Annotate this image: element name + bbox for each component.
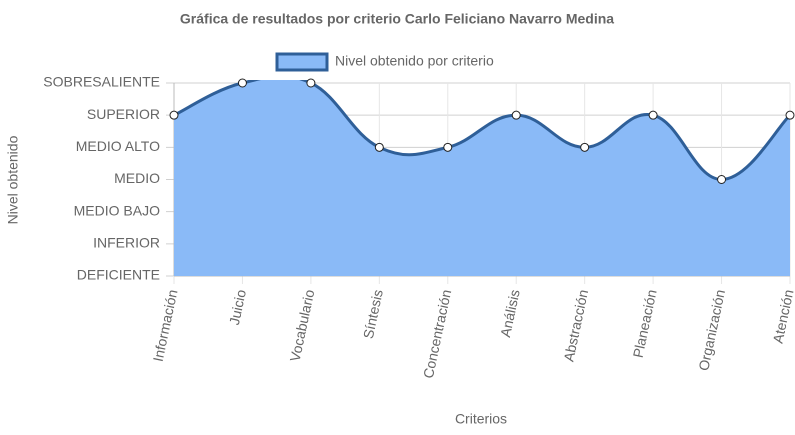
point (443, 142, 453, 152)
legend-swatch (275, 52, 329, 72)
y-tick-label: DEFICIENTE (77, 267, 160, 283)
plot-area (174, 80, 790, 276)
x-tick-label: Vocabulario (287, 288, 318, 363)
x-tick-label: Planeación (630, 288, 660, 359)
x-tick-label: Atención (770, 288, 795, 345)
point (306, 78, 316, 88)
point (785, 110, 795, 120)
point (580, 142, 590, 152)
y-tick-label: INFERIOR (93, 235, 160, 251)
point (648, 110, 658, 120)
y-tick-label: MEDIO ALTO (76, 138, 160, 154)
x-tick-label: Síntesis (360, 288, 386, 340)
point (237, 78, 247, 88)
area (174, 80, 790, 276)
chart-title: Gráfica de resultados por criterio Carlo… (180, 11, 614, 27)
x-tick-label: Concentración (420, 288, 454, 380)
x-tick-label: Análisis (497, 288, 523, 339)
x-axis-label: Criterios (455, 411, 507, 427)
x-tick-label: Organización (695, 288, 728, 372)
point (511, 110, 521, 120)
point (169, 110, 179, 120)
y-axis-label: Nivel obtenido (5, 135, 21, 224)
y-tick-label: MEDIO BAJO (74, 202, 160, 218)
point (717, 175, 727, 184)
x-tick-label: Juicio (226, 288, 249, 327)
legend-label: Nivel obtenido por criterio (335, 53, 494, 69)
y-tick-label: SOBRESALIENTE (43, 74, 160, 90)
x-tick-label: Información (150, 288, 181, 363)
point (374, 142, 384, 152)
y-tick-label: MEDIO (114, 170, 160, 186)
x-tick-label: Abstracción (560, 288, 591, 363)
line (174, 80, 790, 182)
y-tick-label: SUPERIOR (87, 106, 160, 122)
